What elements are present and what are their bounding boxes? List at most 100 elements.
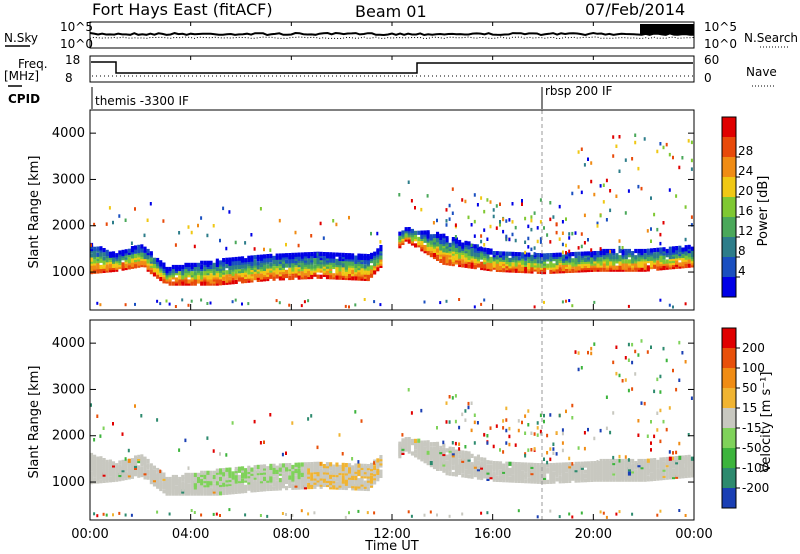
range-cell <box>599 184 602 188</box>
range-cell <box>237 474 241 480</box>
range-cell <box>414 237 418 242</box>
velocity-panel-bg <box>90 320 694 520</box>
range-cell <box>241 466 245 471</box>
range-cell <box>536 463 540 468</box>
range-cell <box>631 342 634 347</box>
range-cell <box>461 473 465 478</box>
range-cell <box>99 479 103 484</box>
range-cell <box>577 185 580 189</box>
range-cell <box>178 231 181 235</box>
range-cell <box>344 467 348 472</box>
range-cell <box>470 262 474 267</box>
range-cell <box>593 461 597 466</box>
range-cell <box>360 253 364 258</box>
range-cell <box>370 269 374 274</box>
range-cell <box>319 221 322 226</box>
range-cell <box>675 387 678 392</box>
range-cell <box>212 262 216 267</box>
range-cell <box>206 470 210 475</box>
range-cell <box>599 253 603 258</box>
range-cell <box>272 486 276 491</box>
range-cell <box>668 406 671 410</box>
range-cell <box>539 220 542 224</box>
range-cell <box>646 265 650 270</box>
range-cell <box>687 433 690 437</box>
range-cell <box>587 238 589 242</box>
range-cell <box>590 248 593 252</box>
range-cell <box>511 202 514 206</box>
range-cell <box>583 213 586 218</box>
range-cell <box>200 216 203 220</box>
range-cell <box>379 245 383 250</box>
range-cell <box>577 255 581 261</box>
range-cell <box>530 227 533 232</box>
range-cell <box>370 475 374 480</box>
range-cell <box>571 231 574 236</box>
range-cell <box>231 280 235 285</box>
range-cell <box>90 245 94 250</box>
velocity-colorbar-swatch <box>722 488 736 508</box>
range-cell <box>316 445 319 450</box>
range-cell <box>495 251 499 256</box>
range-cell <box>464 445 467 449</box>
range-cell <box>624 158 627 162</box>
range-cell <box>650 227 652 231</box>
range-cell <box>486 434 489 438</box>
range-cell <box>495 475 499 480</box>
range-cell <box>445 208 448 212</box>
range-cell <box>190 230 193 235</box>
range-cell <box>536 421 539 425</box>
range-cell <box>253 479 257 484</box>
range-cell <box>420 240 424 246</box>
range-cell <box>565 251 567 255</box>
range-cell <box>650 252 654 257</box>
range-cell <box>222 280 226 286</box>
range-cell <box>577 446 580 450</box>
xtick-label: 00:00 <box>71 527 108 542</box>
range-cell <box>527 245 530 249</box>
range-cell <box>624 378 627 382</box>
range-cell <box>451 237 455 242</box>
range-cell <box>445 460 449 465</box>
range-cell <box>615 265 619 270</box>
range-cell <box>436 441 440 446</box>
range-cell <box>429 234 433 239</box>
range-cell <box>237 256 241 261</box>
range-cell <box>209 301 212 305</box>
range-cell <box>659 390 662 394</box>
range-cell <box>476 454 480 459</box>
range-cell <box>634 255 638 260</box>
range-cell <box>470 453 474 458</box>
range-cell <box>483 433 486 437</box>
range-cell <box>423 440 427 445</box>
range-cell <box>583 431 586 435</box>
time-axis: 00:00 04:00 08:00 12:00 16:00 20:00 00:00 <box>71 22 713 542</box>
range-cell <box>624 211 627 215</box>
range-cell <box>624 251 628 256</box>
range-cell <box>398 441 402 446</box>
range-cell <box>253 419 256 424</box>
range-cell <box>310 462 314 467</box>
range-cell <box>612 475 616 480</box>
range-cell <box>602 458 606 464</box>
range-cell <box>612 255 616 260</box>
range-cell <box>225 246 228 251</box>
range-cell <box>499 251 503 256</box>
range-cell <box>332 219 335 223</box>
range-cell <box>281 253 285 258</box>
range-cell <box>543 226 545 230</box>
power-colorbar-swatch <box>722 197 736 217</box>
range-cell <box>549 253 553 258</box>
range-cell <box>269 463 273 468</box>
range-cell <box>272 476 276 481</box>
range-cell <box>149 467 153 472</box>
range-cell <box>102 256 106 261</box>
range-cell <box>656 260 660 265</box>
range-cell <box>505 418 508 422</box>
range-cell <box>448 471 452 476</box>
range-cell <box>219 260 223 265</box>
range-cell <box>118 511 121 515</box>
ytick-label: 4000 <box>52 126 85 141</box>
velocity-colorbar-swatch <box>722 368 736 388</box>
range-cell <box>580 147 583 151</box>
